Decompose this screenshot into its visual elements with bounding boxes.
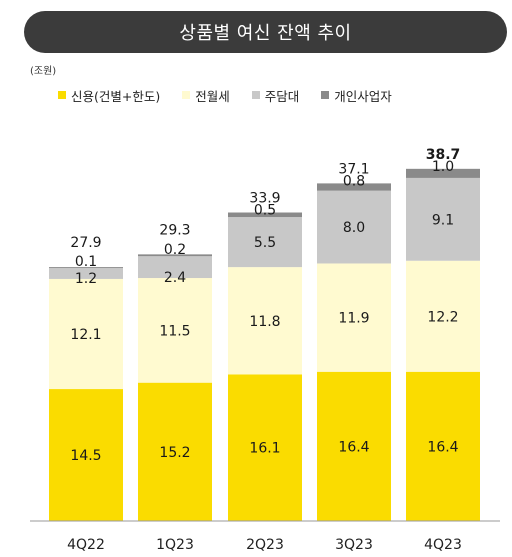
- bar-credit-2Q23: [228, 374, 302, 521]
- legend-label-mortgage: 주담대: [264, 88, 300, 104]
- legend-item-mortgage: 주담대: [251, 86, 300, 105]
- value-label-jeonse-3Q23: 11.9: [338, 311, 369, 327]
- value-label-credit-4Q23: 16.4: [427, 439, 458, 455]
- total-label-4Q22: 27.9: [70, 235, 101, 251]
- value-label-business-4Q23: 1.0: [432, 159, 454, 175]
- legend-label-credit: 신용(건별+한도): [71, 88, 161, 104]
- value-label-jeonse-2Q23: 11.8: [249, 314, 280, 330]
- legend-item-business: 개인사업자: [321, 86, 392, 105]
- title-bar: 상품별 여신 잔액 추이: [24, 11, 507, 53]
- bar-business-4Q22: [49, 267, 123, 269]
- bar-business-1Q23: [138, 254, 212, 257]
- value-label-mortgage-2Q23: 5.5: [254, 235, 276, 251]
- value-label-mortgage-4Q23: 9.1: [432, 212, 454, 228]
- legend-label-jeonse: 전월세: [195, 88, 230, 104]
- bar-credit-1Q23: [138, 382, 212, 521]
- bar-credit-4Q22: [49, 389, 123, 521]
- bar-jeonse-2Q23: [228, 267, 302, 375]
- bar-jeonse-1Q23: [138, 278, 212, 383]
- x-tick-label-3Q23: 3Q23: [335, 537, 373, 553]
- bar-jeonse-3Q23: [317, 263, 391, 372]
- bar-mortgage-4Q22: [49, 268, 123, 279]
- value-label-business-1Q23: 0.2: [164, 242, 186, 258]
- bar-mortgage-4Q23: [406, 177, 480, 261]
- value-label-business-4Q22: 0.1: [75, 254, 97, 270]
- x-tick-label-4Q22: 4Q22: [67, 537, 105, 553]
- value-label-mortgage-4Q22: 1.2: [75, 271, 97, 287]
- total-label-3Q23: 37.1: [338, 161, 369, 177]
- value-label-jeonse-4Q22: 12.1: [70, 327, 101, 343]
- bar-credit-3Q23: [317, 371, 391, 521]
- bar-business-4Q23: [406, 168, 480, 178]
- value-label-credit-4Q22: 14.5: [70, 448, 101, 464]
- unit-label: (조원): [30, 66, 57, 77]
- x-tick-label-4Q23: 4Q23: [424, 537, 462, 553]
- value-label-mortgage-3Q23: 8.0: [343, 220, 365, 236]
- bar-mortgage-1Q23: [138, 256, 212, 279]
- chart-title: 상품별 여신 잔액 추이: [179, 23, 352, 44]
- bar-business-3Q23: [317, 183, 391, 191]
- bar-credit-4Q23: [406, 371, 480, 521]
- bar-business-2Q23: [228, 212, 302, 218]
- value-label-credit-1Q23: 15.2: [159, 445, 190, 461]
- total-label-1Q23: 29.3: [159, 222, 190, 238]
- legend-swatch-jeonse: [182, 91, 191, 99]
- value-label-jeonse-1Q23: 11.5: [159, 323, 190, 339]
- legend-swatch-credit: [58, 91, 66, 99]
- value-label-jeonse-4Q23: 12.2: [427, 309, 458, 325]
- value-label-business-3Q23: 0.8: [343, 173, 365, 189]
- bar-mortgage-3Q23: [317, 190, 391, 264]
- x-tick-label-1Q23: 1Q23: [156, 537, 194, 553]
- bar-jeonse-4Q22: [49, 278, 123, 390]
- legend-item-jeonse: 전월세: [182, 86, 230, 105]
- total-label-4Q23: 38.7: [426, 147, 461, 163]
- x-tick-label-2Q23: 2Q23: [246, 537, 284, 553]
- bar-jeonse-4Q23: [406, 260, 480, 372]
- legend-swatch-mortgage: [251, 91, 260, 99]
- value-label-mortgage-1Q23: 2.4: [164, 270, 186, 286]
- legend-item-credit: 신용(건별+한도): [58, 86, 160, 105]
- legend-label-business: 개인사업자: [334, 88, 392, 104]
- legend-swatch-business: [321, 91, 330, 99]
- bar-mortgage-2Q23: [228, 217, 302, 268]
- value-label-credit-2Q23: 16.1: [249, 441, 280, 457]
- value-label-business-2Q23: 0.5: [254, 203, 276, 219]
- total-label-2Q23: 33.9: [249, 191, 280, 207]
- value-label-credit-3Q23: 16.4: [338, 439, 369, 455]
- legend: 신용(건별+한도) 전월세 주담대 개인사업자: [58, 84, 414, 106]
